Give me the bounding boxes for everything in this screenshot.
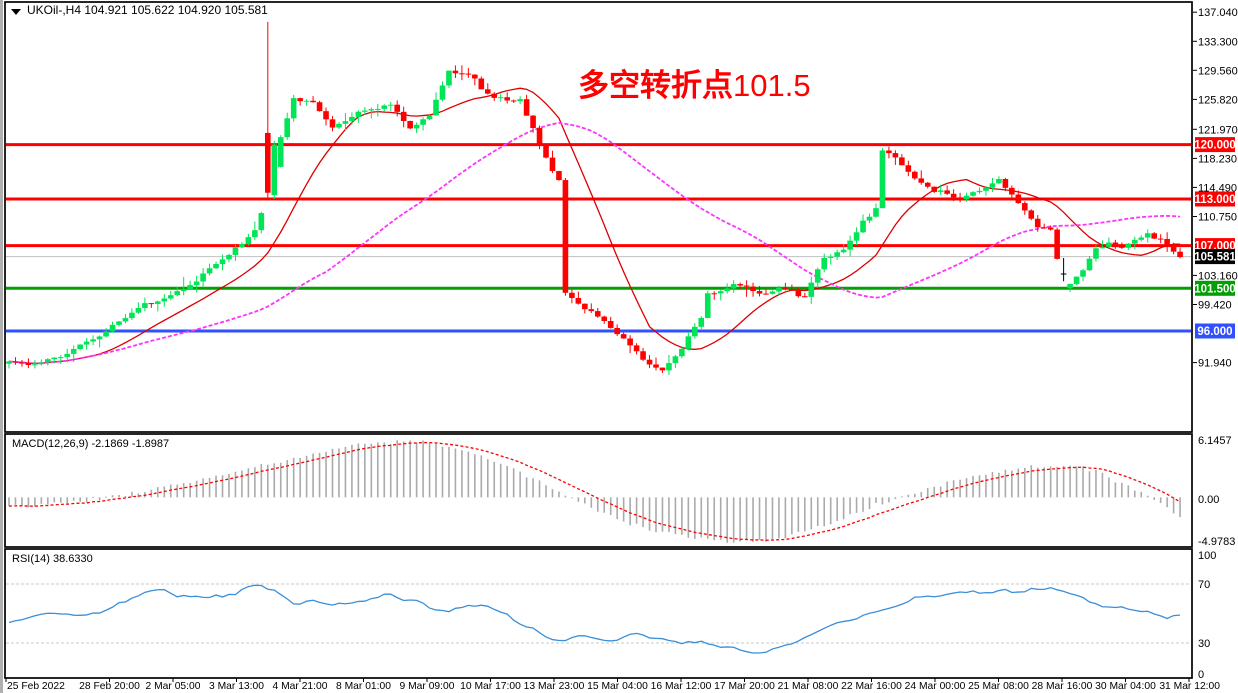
svg-text:3 Mar 13:00: 3 Mar 13:00 [209,681,264,692]
svg-text:110.750: 110.750 [1198,212,1237,224]
svg-text:0.00: 0.00 [1198,494,1219,506]
svg-text:-4.9783: -4.9783 [1198,536,1235,548]
svg-text:MACD(12,26,9) -2.1869 -1.8987: MACD(12,26,9) -2.1869 -1.8987 [12,438,169,450]
svg-text:25 Feb 2022: 25 Feb 2022 [7,681,65,692]
svg-text:103.160: 103.160 [1198,270,1238,282]
svg-text:101.500: 101.500 [1194,283,1236,295]
svg-text:10 Mar 17:00: 10 Mar 17:00 [460,681,521,692]
svg-text:24 Mar 00:00: 24 Mar 00:00 [905,681,966,692]
svg-text:113.000: 113.000 [1195,194,1236,206]
svg-text:133.300: 133.300 [1198,36,1238,48]
svg-text:31 Mar 12:00: 31 Mar 12:00 [1159,681,1220,692]
svg-text:121.970: 121.970 [1198,124,1238,136]
svg-text:118.230: 118.230 [1198,153,1237,165]
svg-text:15 Mar 04:00: 15 Mar 04:00 [587,681,648,692]
svg-text:UKOil-,H4 104.921 105.622 10: UKOil-,H4 104.921 105.622 104.920 105.58… [27,3,268,17]
svg-text:96.000: 96.000 [1197,326,1232,338]
svg-text:9 Mar 09:00: 9 Mar 09:00 [400,681,455,692]
svg-text:129.560: 129.560 [1198,65,1238,77]
svg-text:22 Mar 16:00: 22 Mar 16:00 [841,681,902,692]
svg-text:70: 70 [1198,579,1210,591]
svg-text:13 Mar 23:00: 13 Mar 23:00 [524,681,585,692]
svg-text:28 Feb 20:00: 28 Feb 20:00 [79,681,140,692]
svg-text:8 Mar 01:00: 8 Mar 01:00 [336,681,391,692]
svg-text:多空转折点101.5: 多空转折点101.5 [578,68,811,103]
svg-text:99.420: 99.420 [1198,300,1232,312]
svg-text:30 Mar 04:00: 30 Mar 04:00 [1095,681,1156,692]
svg-text:28 Mar 16:00: 28 Mar 16:00 [1032,681,1093,692]
svg-text:2 Mar 05:00: 2 Mar 05:00 [146,681,201,692]
svg-text:16 Mar 12:00: 16 Mar 12:00 [651,681,712,692]
svg-text:21 Mar 08:00: 21 Mar 08:00 [778,681,839,692]
svg-text:105.581: 105.581 [1194,252,1236,264]
svg-text:17 Mar 20:00: 17 Mar 20:00 [714,681,775,692]
svg-text:125.820: 125.820 [1198,94,1238,106]
svg-text:25 Mar 08:00: 25 Mar 08:00 [968,681,1029,692]
svg-text:137.040: 137.040 [1198,7,1238,19]
svg-text:RSI(14) 38.6330: RSI(14) 38.6330 [12,553,93,565]
svg-text:4 Mar 21:00: 4 Mar 21:00 [273,681,328,692]
svg-text:30: 30 [1198,638,1210,650]
svg-text:91.940: 91.940 [1198,358,1232,370]
svg-text:120.000: 120.000 [1194,140,1236,152]
svg-text:100: 100 [1198,550,1216,562]
svg-text:6.1457: 6.1457 [1198,435,1232,447]
svg-text:0: 0 [1198,669,1204,681]
